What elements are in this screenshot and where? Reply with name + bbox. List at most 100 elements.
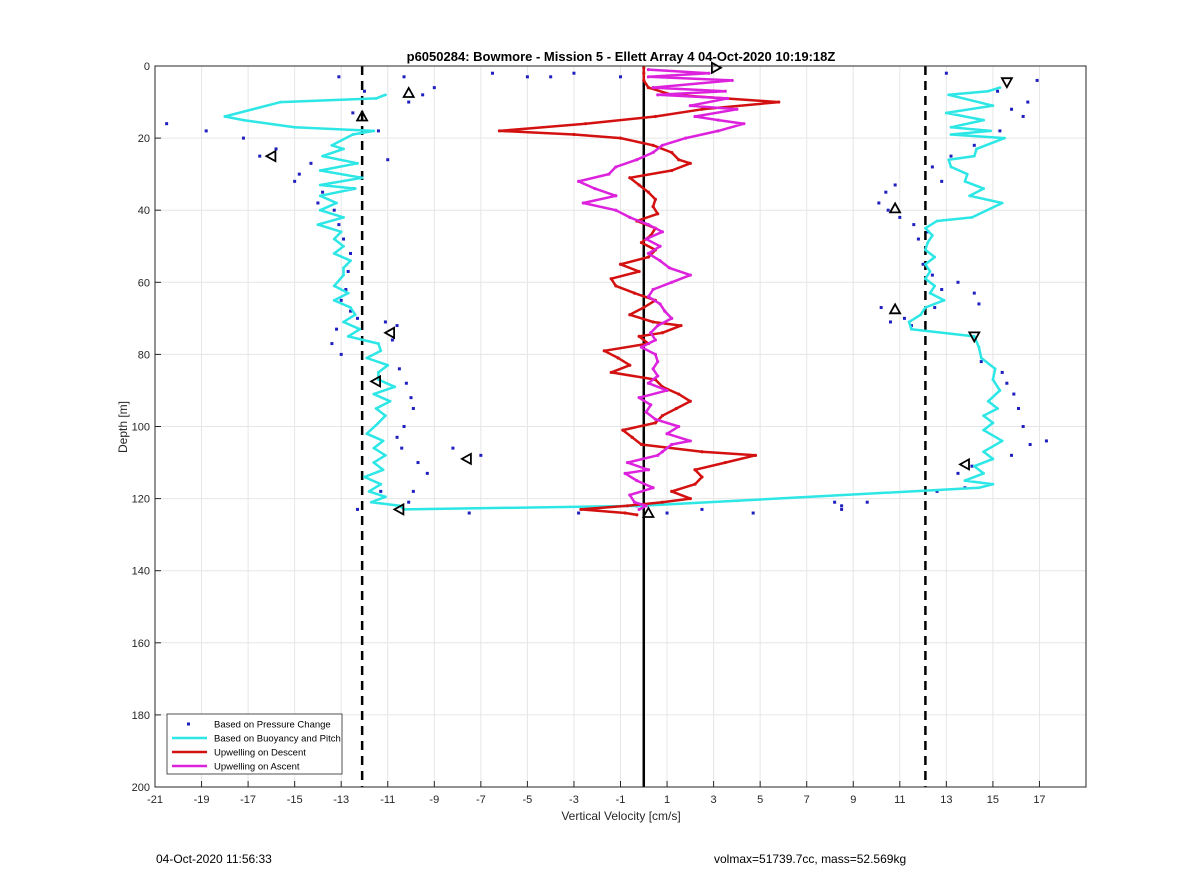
pressure-change-point (339, 352, 343, 356)
triangle-marker (967, 331, 981, 344)
series-vertex (700, 475, 704, 479)
series-vertex (625, 460, 630, 465)
series-vertex (688, 399, 692, 403)
series-vertex (279, 100, 283, 104)
series-vertex (639, 241, 644, 245)
triangle-marker (392, 502, 405, 516)
pressure-change-point (972, 291, 976, 295)
series-vertex (621, 428, 625, 432)
series-vertex (716, 118, 720, 122)
series-vertex (628, 363, 632, 367)
series-vertex (924, 262, 927, 266)
pressure-change-point (479, 453, 483, 457)
series-vertex (933, 255, 937, 259)
pressure-change-point (877, 201, 881, 205)
series-vertex (342, 244, 345, 248)
pressure-change-point (525, 75, 529, 79)
triangle-marker (355, 109, 369, 122)
series-vertex (653, 421, 658, 425)
x-tick-label: 15 (987, 794, 999, 806)
pressure-change-point (409, 396, 413, 400)
series-vertex (497, 129, 502, 133)
series-vertex (693, 468, 697, 472)
series-vertex (321, 154, 324, 158)
pressure-change-point (351, 111, 355, 115)
series-upwelling-on-ascent (577, 68, 746, 512)
pressure-change-point (1021, 425, 1025, 428)
pressure-change-point (337, 223, 341, 227)
series-vertex (679, 323, 683, 328)
series-vertex (658, 259, 662, 263)
series-vertex (944, 111, 948, 115)
series-vertex (637, 269, 641, 274)
pressure-change-point (407, 500, 411, 504)
pressure-change-point (490, 71, 494, 75)
series-vertex (968, 194, 972, 198)
series-vertex (335, 201, 338, 205)
series-vertex (614, 194, 618, 198)
series-vertex (656, 93, 660, 97)
pressure-change-point (665, 511, 669, 515)
series-vertex (372, 446, 376, 450)
series-vertex (639, 345, 644, 349)
pressure-change-point (949, 154, 953, 158)
series-vertex (651, 367, 655, 371)
series-vertex (688, 161, 692, 165)
pressure-change-point (700, 507, 704, 511)
pressure-change-point (944, 71, 948, 75)
series-vertex (693, 482, 697, 486)
pressure-change-point (833, 500, 837, 504)
x-tick-label: -3 (569, 794, 579, 806)
series-vertex (660, 500, 664, 504)
x-tick-label: -15 (287, 794, 303, 806)
series-vertex (339, 230, 343, 234)
series-vertex (579, 507, 583, 512)
series-vertex (684, 136, 688, 140)
pressure-change-point (898, 215, 902, 219)
series-vertex (949, 133, 953, 136)
series-vertex (656, 323, 660, 328)
triangle-marker (641, 506, 655, 518)
series-vertex (930, 234, 934, 237)
pressure-change-point (930, 165, 934, 169)
series-vertex (637, 334, 641, 338)
series-vertex (646, 295, 651, 299)
series-vertex (360, 176, 364, 180)
series-vertex (660, 450, 664, 454)
pressure-change-point (362, 89, 366, 93)
pressure-change-point (416, 461, 420, 465)
series-vertex (907, 320, 911, 324)
series-vertex (653, 197, 658, 201)
series-vertex (363, 475, 366, 479)
series-vertex (367, 489, 371, 493)
series-vertex (346, 334, 350, 338)
pressure-change-point (316, 201, 320, 205)
series-vertex (996, 407, 999, 410)
pressure-change-point (888, 320, 892, 324)
y-tick-label: 180 (132, 710, 150, 722)
pressure-change-point (349, 251, 353, 255)
series-vertex (644, 410, 648, 414)
series-vertex (777, 100, 781, 104)
series-vertex (651, 287, 655, 292)
series-vertex (670, 168, 674, 173)
x-tick-label: 3 (711, 794, 717, 806)
pressure-change-point (549, 75, 553, 79)
series-vertex (377, 421, 380, 425)
data-series (165, 66, 1048, 517)
x-tick-label: 11 (894, 794, 905, 806)
series-vertex (318, 208, 322, 212)
series-vertex (991, 457, 995, 461)
pressure-change-point (840, 507, 844, 511)
pressure-change-point (979, 360, 983, 364)
x-tick-label: -17 (240, 794, 256, 806)
series-vertex (998, 389, 1002, 392)
pressure-change-point (916, 237, 920, 241)
series-upwelling-on-descent (497, 66, 781, 517)
series-vertex (644, 504, 648, 508)
pressure-change-point (309, 161, 313, 165)
series-vertex (670, 280, 674, 284)
series-vertex (646, 68, 651, 72)
pressure-change-point (421, 93, 425, 97)
series-vertex (351, 133, 355, 136)
